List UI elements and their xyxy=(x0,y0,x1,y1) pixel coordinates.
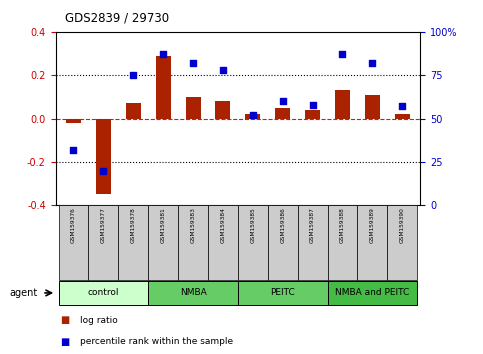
Text: GSM159387: GSM159387 xyxy=(310,207,315,244)
Bar xyxy=(395,114,410,119)
Bar xyxy=(156,56,170,119)
Bar xyxy=(327,281,417,305)
Text: NMBA and PEITC: NMBA and PEITC xyxy=(335,289,410,297)
Text: GDS2839 / 29730: GDS2839 / 29730 xyxy=(65,12,170,25)
Bar xyxy=(148,281,238,305)
Text: control: control xyxy=(87,289,119,297)
Bar xyxy=(335,90,350,119)
Bar xyxy=(357,205,387,280)
Text: GSM159377: GSM159377 xyxy=(101,207,106,244)
Point xyxy=(189,60,197,66)
Text: ■: ■ xyxy=(60,337,70,347)
Text: GSM159389: GSM159389 xyxy=(370,207,375,244)
Text: GSM159383: GSM159383 xyxy=(190,207,196,244)
Bar xyxy=(118,205,148,280)
Bar xyxy=(275,108,290,119)
Point xyxy=(129,73,137,78)
Bar xyxy=(245,114,260,119)
Bar xyxy=(58,205,88,280)
Text: percentile rank within the sample: percentile rank within the sample xyxy=(80,337,233,346)
Bar xyxy=(126,103,141,119)
Point xyxy=(279,98,286,104)
Bar xyxy=(215,101,230,119)
Bar xyxy=(268,205,298,280)
Bar xyxy=(66,119,81,123)
Text: GSM159381: GSM159381 xyxy=(161,207,166,243)
Bar xyxy=(178,205,208,280)
Point xyxy=(70,147,77,153)
Bar xyxy=(238,205,268,280)
Bar xyxy=(238,281,327,305)
Point xyxy=(159,52,167,57)
Text: GSM159376: GSM159376 xyxy=(71,207,76,243)
Bar xyxy=(365,95,380,119)
Bar xyxy=(58,281,148,305)
Text: GSM159388: GSM159388 xyxy=(340,207,345,244)
Text: GSM159385: GSM159385 xyxy=(250,207,256,244)
Bar xyxy=(387,205,417,280)
Bar xyxy=(96,119,111,194)
Point xyxy=(219,67,227,73)
Bar xyxy=(327,205,357,280)
Text: PEITC: PEITC xyxy=(270,289,295,297)
Point xyxy=(339,52,346,57)
Bar xyxy=(185,97,200,119)
Text: log ratio: log ratio xyxy=(80,316,117,325)
Point xyxy=(249,112,256,118)
Point xyxy=(309,102,316,108)
Point xyxy=(398,104,406,109)
Text: agent: agent xyxy=(10,288,38,298)
Text: GSM159378: GSM159378 xyxy=(131,207,136,244)
Text: ■: ■ xyxy=(60,315,70,325)
Point xyxy=(99,168,107,173)
Text: GSM159386: GSM159386 xyxy=(280,207,285,243)
Point xyxy=(369,60,376,66)
Bar xyxy=(148,205,178,280)
Bar xyxy=(305,110,320,119)
Bar xyxy=(298,205,327,280)
Bar xyxy=(208,205,238,280)
Text: GSM159390: GSM159390 xyxy=(400,207,405,244)
Text: NMBA: NMBA xyxy=(180,289,206,297)
Text: GSM159384: GSM159384 xyxy=(220,207,226,244)
Bar xyxy=(88,205,118,280)
